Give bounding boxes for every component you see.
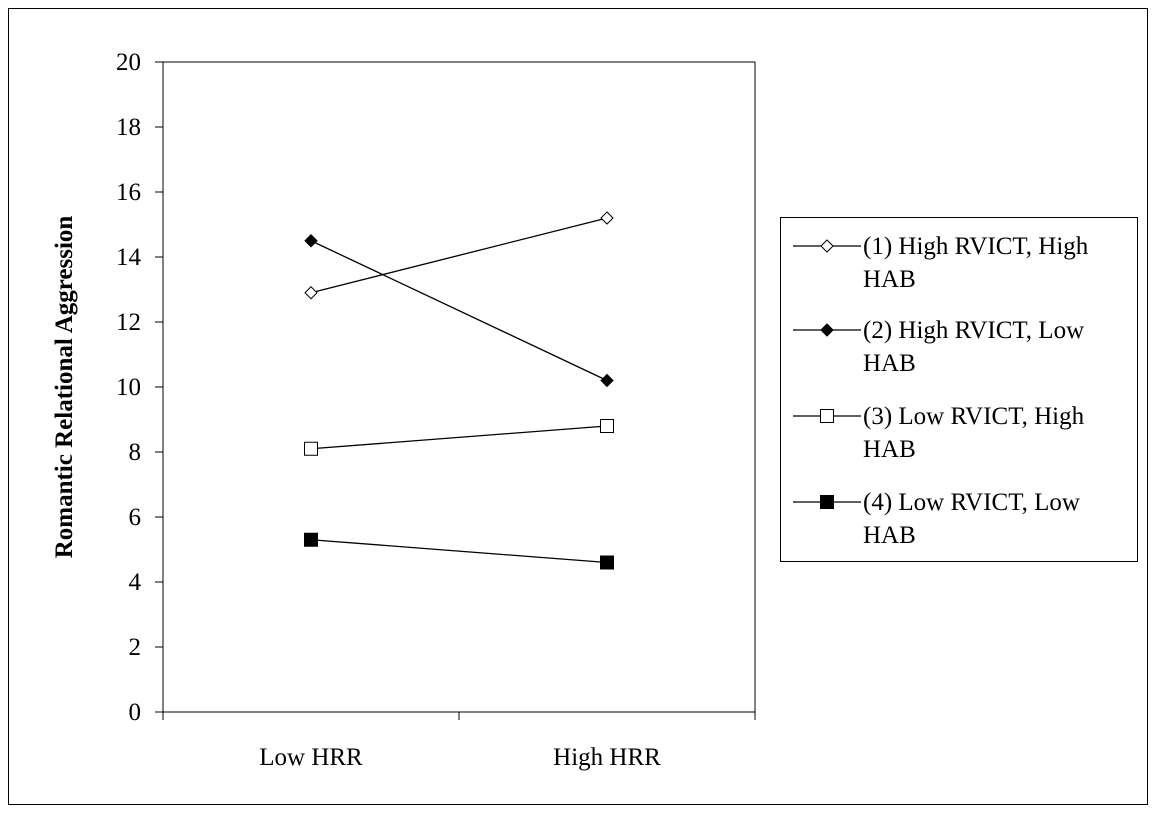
legend-swatch	[793, 495, 861, 509]
legend-marker	[820, 409, 834, 423]
data-point	[600, 211, 614, 225]
legend-swatch	[793, 239, 861, 253]
legend-marker	[820, 323, 834, 337]
data-point	[304, 441, 318, 456]
legend-swatch	[793, 409, 861, 423]
series-4	[304, 532, 614, 570]
legend-swatch	[793, 323, 861, 337]
series-group	[304, 211, 614, 570]
axes	[155, 61, 756, 720]
series-2	[304, 234, 614, 388]
y-tick-label: 0	[129, 699, 142, 726]
legend-marker	[820, 239, 834, 253]
y-tick-label: 4	[129, 569, 142, 596]
x-category-labels: Low HRR High HRR	[259, 744, 661, 771]
legend: (1) High RVICT, High HAB (2) High RVICT, …	[780, 217, 1138, 562]
data-point	[600, 373, 614, 388]
y-tick-label: 6	[129, 504, 142, 531]
line-chart: Romantic Relational Aggression 0 2 4 6 8 10 12…	[51, 49, 756, 771]
series-1	[304, 211, 614, 300]
data-point	[600, 419, 614, 433]
y-tick-label: 18	[116, 114, 141, 141]
legend-marker	[820, 495, 834, 509]
legend-label: (1) High RVICT, High HAB	[863, 233, 1089, 293]
legend-label: (4) Low RVICT, Low HAB	[863, 489, 1080, 549]
y-tick-label: 2	[129, 634, 142, 661]
x-category-label: High HRR	[553, 744, 661, 771]
chart-frame	[8, 8, 1148, 805]
data-point	[304, 234, 318, 248]
y-tick-label: 16	[116, 179, 141, 206]
y-tick-label: 12	[116, 309, 141, 336]
y-tick-labels: 0 2 4 6 8 10 12 14 16 18 20	[116, 49, 142, 726]
series-3	[304, 419, 614, 456]
data-point	[304, 532, 318, 547]
y-tick-label: 14	[116, 244, 142, 271]
series-line	[310, 240, 608, 382]
series-line	[310, 539, 608, 564]
y-tick-label: 10	[116, 374, 141, 401]
legend-label: (2) High RVICT, Low HAB	[863, 317, 1085, 377]
y-tick-label: 20	[116, 49, 141, 76]
x-category-label: Low HRR	[259, 744, 363, 771]
y-tick-label: 8	[129, 439, 142, 466]
data-point	[304, 286, 318, 300]
data-point	[600, 555, 614, 570]
series-line	[310, 217, 608, 294]
legend-label: (3) Low RVICT, High HAB	[863, 403, 1085, 463]
series-line	[310, 425, 608, 450]
plot-area-border	[162, 61, 756, 713]
y-axis-title: Romantic Relational Aggression	[51, 216, 78, 559]
